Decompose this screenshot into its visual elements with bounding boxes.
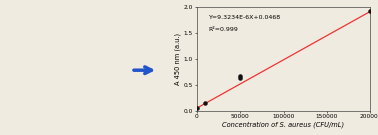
Point [237, 77, 243, 80]
Text: R²=0.999: R²=0.999 [209, 27, 239, 32]
Point [194, 107, 200, 109]
Text: Y=9.3234E-6X+0.0468: Y=9.3234E-6X+0.0468 [209, 15, 281, 20]
Point [367, 10, 373, 13]
Point [202, 102, 208, 104]
X-axis label: Concentration of S. aureus (CFU/mL): Concentration of S. aureus (CFU/mL) [222, 121, 345, 128]
Point [237, 75, 243, 77]
Y-axis label: A 450 nm (a.u.): A 450 nm (a.u.) [174, 33, 181, 85]
